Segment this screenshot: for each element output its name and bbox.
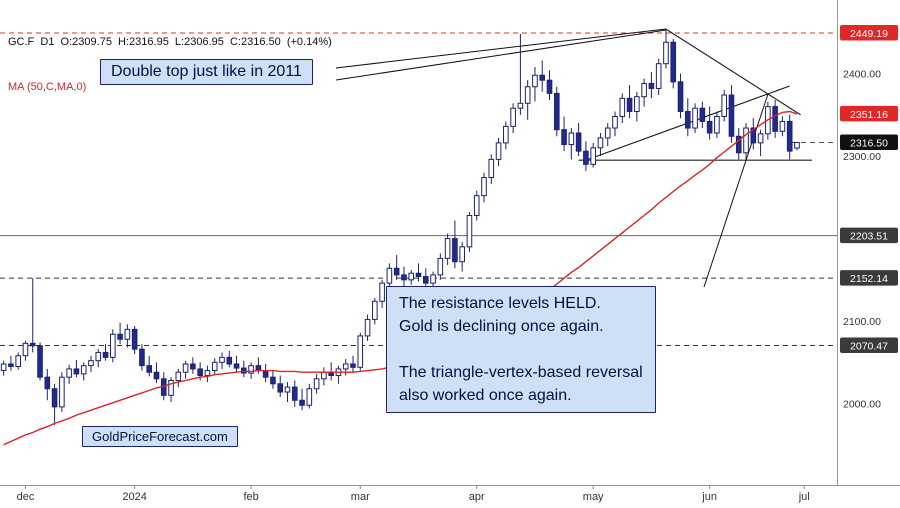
svg-text:2070.47: 2070.47 (850, 340, 888, 352)
svg-text:may: may (583, 491, 604, 503)
ohlc-title: GC.F D1 O:2309.75 H:2316.95 L:2306.95 C:… (8, 36, 332, 48)
annotation-resistance-line-2: Gold is declining once again. (399, 318, 604, 335)
svg-text:2203.51: 2203.51 (850, 231, 888, 243)
svg-text:jun: jun (701, 491, 717, 503)
annotation-resistance-line-4: The triangle-vertex-based reversal (399, 364, 643, 381)
ma-indicator-label: MA (50,C,MA,0) (8, 81, 87, 93)
price-badge (840, 337, 898, 353)
price-badge (840, 270, 898, 286)
svg-text:2024: 2024 (122, 491, 146, 503)
svg-text:feb: feb (243, 491, 258, 503)
triangle-trendlines-layer (585, 28, 801, 161)
svg-text:2000.00: 2000.00 (843, 399, 881, 411)
annotation-site-watermark: GoldPriceForecast.com (82, 426, 238, 447)
svg-text:2400.00: 2400.00 (843, 69, 881, 81)
annotation-pointer-lines-layer (335, 28, 769, 288)
chart-header: GC.F D1 O:2309.75 H:2316.95 L:2306.95 C:… (8, 5, 332, 125)
svg-text:2449.19: 2449.19 (850, 28, 888, 40)
annotation-site-text: GoldPriceForecast.com (92, 429, 228, 444)
price-badge (840, 105, 898, 122)
price-badge (840, 25, 898, 41)
annotation-resistance: The resistance levels HELD. Gold is decl… (386, 286, 656, 413)
svg-text:2351.16: 2351.16 (850, 109, 888, 121)
annotation-resistance-line-5: also worked once again. (399, 387, 572, 404)
price-badge (840, 134, 898, 150)
svg-text:jul: jul (798, 491, 810, 503)
svg-text:mar: mar (351, 491, 370, 503)
svg-text:dec: dec (17, 491, 35, 503)
candlesticks-layer (0, 29, 800, 426)
price-axis: 2400.00 2300.00 2100.00 2000.00 2449.19 2351.… (837, 0, 900, 485)
annotation-double-top: Double top just like in 2011 (100, 59, 313, 85)
svg-text:2300.00: 2300.00 (843, 151, 881, 163)
time-axis: dec 2024 feb mar apr may jun jul (0, 485, 900, 503)
annotation-double-top-text: Double top just like in 2011 (111, 63, 302, 80)
svg-text:2316.50: 2316.50 (850, 137, 888, 149)
svg-text:apr: apr (469, 491, 485, 503)
svg-text:2100.00: 2100.00 (843, 316, 881, 328)
annotation-resistance-line-1: The resistance levels HELD. (399, 295, 601, 312)
annotation-resistance-line-3 (399, 338, 643, 361)
price-badge (840, 227, 898, 244)
svg-text:2152.14: 2152.14 (850, 273, 888, 285)
